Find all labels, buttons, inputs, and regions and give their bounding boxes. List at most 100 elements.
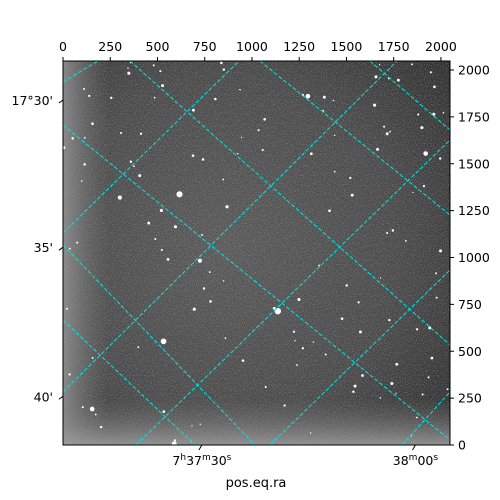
star [432, 112, 436, 116]
star [220, 61, 223, 65]
grid-line [63, 244, 256, 445]
x-tick-label: 1000 [236, 39, 268, 54]
star [333, 170, 336, 173]
star [309, 432, 312, 434]
grid-line [129, 61, 450, 346]
star [173, 225, 178, 229]
star [159, 70, 162, 73]
x-tick-label: 1750 [378, 39, 410, 54]
grid-line [63, 61, 240, 234]
star [65, 307, 68, 310]
star [340, 317, 344, 320]
star [83, 136, 86, 139]
star [153, 96, 156, 99]
star [395, 392, 397, 394]
dec-tick-label: 40' [34, 389, 53, 404]
grid-line [63, 61, 398, 393]
grid-line [63, 319, 196, 445]
star [160, 338, 167, 345]
grid-line [259, 61, 450, 216]
star [239, 88, 241, 91]
y-tick-label: 2000 [458, 63, 490, 78]
star [127, 71, 131, 75]
star [263, 118, 266, 121]
star [376, 147, 380, 151]
star [352, 390, 355, 393]
star [427, 376, 430, 379]
star [296, 364, 298, 366]
star [201, 233, 204, 236]
star [420, 126, 424, 130]
axis-ticks [58, 57, 454, 451]
star [81, 406, 84, 409]
star [208, 271, 211, 273]
star [83, 87, 85, 90]
star [191, 108, 195, 112]
star [357, 301, 360, 304]
star [89, 406, 95, 412]
dec-tick [58, 246, 64, 251]
axis-tick-labels: 0 250 500 750 1000 1250 1500 1750 2000 0 250 500 750… [12, 39, 490, 468]
ra-tick-label: 38m00s [393, 453, 439, 468]
star [428, 326, 432, 330]
y-tick-label: 1000 [458, 250, 490, 265]
star [176, 191, 183, 198]
star [422, 185, 426, 188]
star [110, 96, 113, 100]
star [173, 439, 177, 442]
y-tick-label: 500 [458, 344, 482, 359]
star [324, 353, 327, 356]
star [350, 193, 354, 197]
grid-line [63, 61, 99, 83]
star [349, 176, 352, 180]
star [91, 122, 94, 125]
star [361, 374, 364, 377]
star [241, 359, 245, 362]
star [83, 163, 86, 166]
star [415, 328, 419, 331]
star [159, 208, 163, 213]
star [359, 330, 362, 334]
star [192, 307, 196, 311]
star [68, 373, 71, 376]
x-tick-label: 2000 [425, 39, 457, 54]
x-tick-label: 750 [193, 39, 217, 54]
star [415, 416, 418, 419]
star [283, 404, 286, 407]
star [383, 125, 386, 128]
star [236, 152, 239, 155]
star [305, 93, 311, 99]
star [411, 63, 413, 66]
star [379, 277, 382, 279]
grid-line [135, 139, 450, 445]
star [297, 297, 301, 302]
star [389, 130, 391, 133]
star [374, 75, 378, 79]
star [379, 397, 382, 399]
star [332, 99, 335, 102]
grid-line [63, 124, 450, 441]
star [224, 337, 227, 340]
star [390, 381, 394, 385]
star [396, 78, 400, 82]
star [94, 413, 97, 416]
star [372, 103, 377, 107]
star [214, 97, 217, 101]
star [99, 425, 103, 429]
star [63, 146, 66, 150]
star [162, 410, 166, 413]
star [423, 151, 428, 156]
star [404, 239, 407, 242]
x-tick-label: 250 [98, 39, 122, 54]
star [322, 109, 325, 112]
plot-frame [62, 60, 451, 446]
star [152, 64, 155, 67]
star [71, 137, 74, 140]
y-tick-label: 1250 [458, 203, 490, 218]
star [127, 67, 129, 69]
x-axis-label: pos.eq.ra [226, 476, 287, 491]
star [222, 178, 225, 181]
star [412, 191, 414, 194]
star [334, 134, 336, 137]
coordinate-grid [63, 61, 450, 445]
